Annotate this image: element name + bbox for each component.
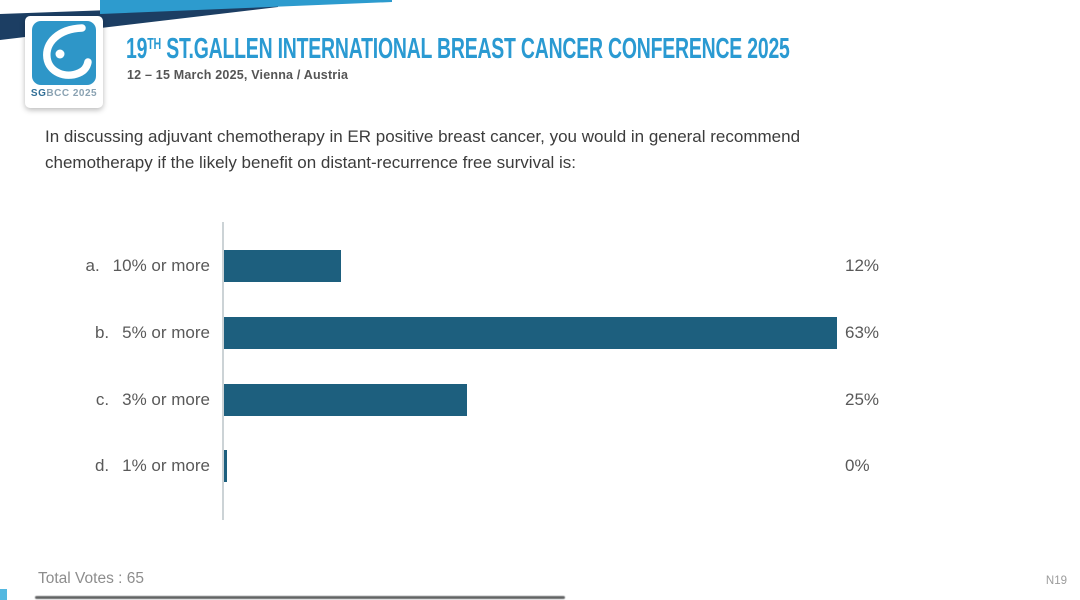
chart-axis-line [222, 222, 224, 520]
bar-c [224, 384, 468, 416]
row-label-b: b. 5% or more [0, 317, 210, 349]
conference-subtitle: 12 – 15 March 2025, Vienna / Austria [127, 68, 349, 82]
title-number: 19 [126, 33, 148, 65]
row-key-b: b. [94, 323, 110, 342]
logo-mark [32, 21, 96, 85]
total-votes: Total Votes : 65 [38, 570, 144, 587]
row-label-d: d. 1% or more [0, 450, 210, 482]
value-label-b: 63% [845, 323, 880, 342]
logo-caption-bold: SG [30, 88, 47, 99]
row-key-c: c. [95, 390, 110, 409]
row-text-d: 1% or more [122, 456, 210, 475]
row-key-d: d. [94, 456, 110, 475]
value-label-a: 12% [845, 256, 880, 275]
title-superscript: TH [147, 36, 162, 53]
row-label-a: a. 10% or more [0, 250, 210, 282]
row-label-c: c. 3% or more [0, 384, 210, 416]
conference-title: 19TH ST.GALLEN INTERNATIONAL BREAST CANC… [126, 33, 1080, 66]
poll-question-line1: In discussing adjuvant chemotherapy in E… [45, 127, 801, 146]
value-label-d: 0% [845, 456, 870, 475]
bottom-edge-line [35, 596, 565, 599]
bottom-left-accent [0, 589, 7, 600]
logo-caption: SGBCC 2025 [31, 88, 97, 99]
poll-question: In discussing adjuvant chemotherapy in E… [45, 124, 985, 176]
row-key-a: a. [85, 256, 100, 275]
bar-b [224, 317, 837, 349]
row-text-b: 5% or more [122, 323, 210, 342]
breast-swoosh-icon [43, 24, 92, 79]
bar-a [224, 250, 341, 282]
conference-logo-card: SGBCC 2025 [25, 16, 103, 108]
logo-caption-rest: BCC 2025 [46, 88, 98, 99]
title-text: ST.GALLEN INTERNATIONAL BREAST CANCER CO… [161, 33, 790, 65]
row-text-c: 3% or more [122, 390, 210, 409]
slide-number: N19 [1045, 575, 1067, 587]
row-text-a: 10% or more [112, 256, 210, 275]
value-label-c: 25% [845, 390, 880, 409]
poll-question-line2: chemotherapy if the likely benefit on di… [45, 153, 577, 172]
bar-d [224, 450, 227, 482]
